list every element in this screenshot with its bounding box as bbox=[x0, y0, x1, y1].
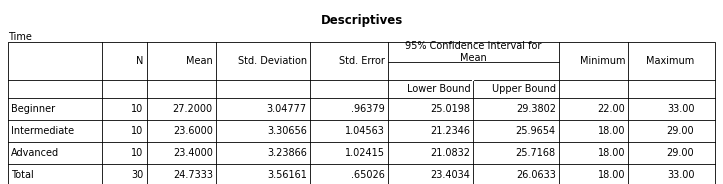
Text: 27.2000: 27.2000 bbox=[173, 104, 213, 114]
Text: 95% Confidence Interval for
Mean: 95% Confidence Interval for Mean bbox=[405, 41, 542, 63]
Text: 33.00: 33.00 bbox=[667, 170, 694, 180]
Text: Advanced: Advanced bbox=[11, 148, 59, 158]
Text: Mean: Mean bbox=[186, 56, 213, 66]
Text: 30: 30 bbox=[132, 170, 144, 180]
Text: Lower Bound: Lower Bound bbox=[406, 84, 470, 94]
Text: 29.00: 29.00 bbox=[667, 148, 694, 158]
Text: 25.7168: 25.7168 bbox=[515, 148, 556, 158]
Text: 25.9654: 25.9654 bbox=[515, 126, 556, 136]
Text: 26.0633: 26.0633 bbox=[516, 170, 556, 180]
Text: Intermediate: Intermediate bbox=[11, 126, 74, 136]
Text: Maximum: Maximum bbox=[646, 56, 694, 66]
Text: 10: 10 bbox=[132, 148, 144, 158]
Text: 1.04563: 1.04563 bbox=[345, 126, 385, 136]
Text: .96379: .96379 bbox=[351, 104, 385, 114]
Text: 23.4034: 23.4034 bbox=[430, 170, 470, 180]
Text: N: N bbox=[136, 56, 144, 66]
Text: .65026: .65026 bbox=[351, 170, 385, 180]
Text: 23.4000: 23.4000 bbox=[173, 148, 213, 158]
Text: 18.00: 18.00 bbox=[597, 170, 625, 180]
Text: 29.3802: 29.3802 bbox=[515, 104, 556, 114]
Text: Descriptives: Descriptives bbox=[320, 14, 403, 27]
Text: Std. Deviation: Std. Deviation bbox=[238, 56, 307, 66]
Text: 33.00: 33.00 bbox=[667, 104, 694, 114]
Text: Minimum: Minimum bbox=[580, 56, 625, 66]
Text: 22.00: 22.00 bbox=[597, 104, 625, 114]
Text: 10: 10 bbox=[132, 126, 144, 136]
Text: 21.0832: 21.0832 bbox=[430, 148, 470, 158]
Text: 3.23866: 3.23866 bbox=[267, 148, 307, 158]
Text: Upper Bound: Upper Bound bbox=[492, 84, 556, 94]
Text: 29.00: 29.00 bbox=[667, 126, 694, 136]
Text: 3.56161: 3.56161 bbox=[267, 170, 307, 180]
Text: 24.7333: 24.7333 bbox=[173, 170, 213, 180]
Text: 1.02415: 1.02415 bbox=[345, 148, 385, 158]
Text: Total: Total bbox=[11, 170, 34, 180]
Text: 10: 10 bbox=[132, 104, 144, 114]
Text: 3.04777: 3.04777 bbox=[267, 104, 307, 114]
Text: 21.2346: 21.2346 bbox=[430, 126, 470, 136]
Text: Std. Error: Std. Error bbox=[339, 56, 385, 66]
Text: 23.6000: 23.6000 bbox=[173, 126, 213, 136]
Bar bbox=[8, 42, 715, 184]
Text: Time: Time bbox=[8, 32, 32, 42]
Text: 18.00: 18.00 bbox=[597, 126, 625, 136]
Text: Beginner: Beginner bbox=[11, 104, 55, 114]
Text: 18.00: 18.00 bbox=[597, 148, 625, 158]
Text: 25.0198: 25.0198 bbox=[430, 104, 470, 114]
Text: 3.30656: 3.30656 bbox=[267, 126, 307, 136]
